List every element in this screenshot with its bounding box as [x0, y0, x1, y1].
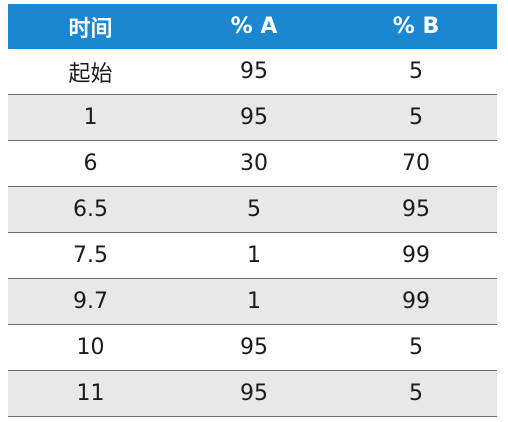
cell-percent-a: 1 [173, 232, 335, 279]
header-percent-a: % A [173, 4, 335, 49]
cell-percent-a: 5 [173, 186, 335, 233]
table-row: 起始 95 5 [8, 49, 497, 95]
header-time: 时间 [8, 4, 173, 49]
table-row: 10 95 5 [8, 324, 497, 371]
cell-time: 1 [8, 94, 173, 141]
cell-time: 11 [8, 370, 173, 417]
table-row: 6.5 5 95 [8, 186, 497, 233]
cell-percent-a: 95 [173, 94, 335, 141]
cell-time: 7.5 [8, 232, 173, 279]
cell-percent-a: 95 [173, 370, 335, 417]
cell-time: 起始 [8, 49, 173, 95]
cell-percent-b: 95 [335, 186, 497, 233]
cell-time: 6.5 [8, 186, 173, 233]
cell-percent-b: 5 [335, 94, 497, 141]
cell-percent-a: 95 [173, 49, 335, 95]
table-row: 7.5 1 99 [8, 232, 497, 279]
header-row: 时间 % A % B [8, 4, 497, 49]
cell-percent-b: 99 [335, 278, 497, 325]
cell-percent-b: 5 [335, 370, 497, 417]
cell-percent-a: 95 [173, 324, 335, 371]
header-percent-b: % B [335, 4, 497, 49]
cell-percent-b: 5 [335, 49, 497, 95]
table-row: 9.7 1 99 [8, 278, 497, 325]
cell-percent-b: 70 [335, 140, 497, 187]
cell-time: 10 [8, 324, 173, 371]
table-header: 时间 % A % B [8, 4, 497, 49]
table-row: 1 95 5 [8, 94, 497, 141]
cell-percent-b: 99 [335, 232, 497, 279]
cell-time: 6 [8, 140, 173, 187]
table-body: 起始 95 5 1 95 5 6 30 70 6.5 5 95 7.5 1 99… [8, 49, 497, 417]
cell-time: 9.7 [8, 278, 173, 325]
table-row: 11 95 5 [8, 370, 497, 417]
table-row: 6 30 70 [8, 140, 497, 187]
cell-percent-a: 1 [173, 278, 335, 325]
gradient-table: 时间 % A % B 起始 95 5 1 95 5 6 30 70 6.5 5 … [8, 4, 497, 417]
cell-percent-a: 30 [173, 140, 335, 187]
cell-percent-b: 5 [335, 324, 497, 371]
